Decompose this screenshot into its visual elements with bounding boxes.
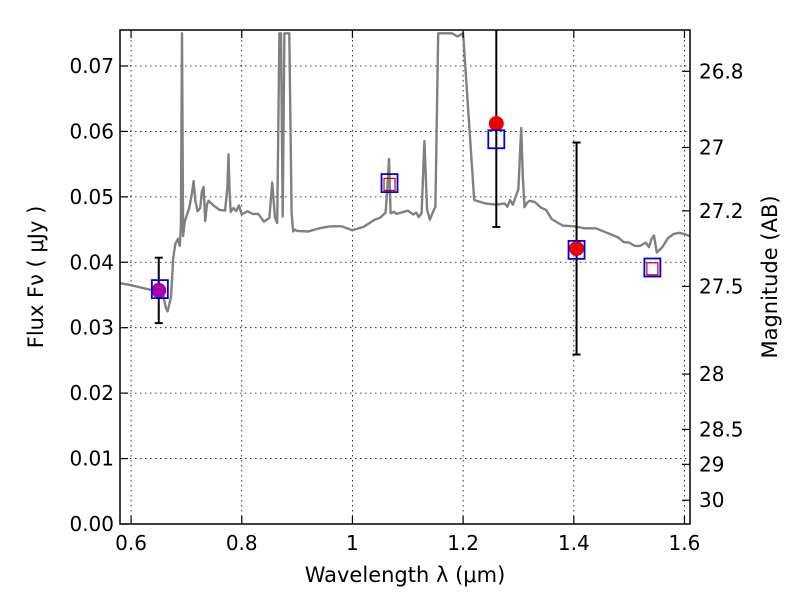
observed-flux-point	[488, 116, 504, 132]
observed-flux-point	[151, 282, 167, 298]
y-axis-right-magnitude: 26.8 27 27.2 27.5 28 28.5 29 30	[682, 59, 744, 512]
model-photometry-square	[487, 129, 506, 150]
synthetic-photometry-squares	[383, 177, 659, 276]
synthetic-photometry-square	[383, 177, 396, 192]
magnitude-tick-label: 30	[699, 488, 724, 512]
model-photometry-square	[643, 257, 662, 278]
x-tick-label: 1.6	[669, 531, 701, 555]
y-axis-left: 0.00 0.01 0.02 0.03 0.04 0.05 0.06 0.07	[69, 54, 128, 536]
x-tick-label: 1	[346, 531, 359, 555]
x-tick-label: 1.4	[558, 531, 590, 555]
model-photometry-squares	[150, 129, 662, 300]
x-tick-label: 0.6	[115, 531, 147, 555]
x-tick-label: 0.8	[226, 531, 258, 555]
model-photometry-square	[567, 239, 586, 260]
y-tick-label: 0.02	[69, 381, 114, 405]
magnitude-tick-label: 27	[699, 135, 724, 159]
model-photometry-square	[150, 279, 169, 300]
x-tick-label: 1.2	[447, 531, 479, 555]
magnitude-tick-label: 27.5	[699, 274, 744, 298]
y-tick-label: 0.06	[69, 119, 114, 143]
magnitude-tick-label: 27.2	[699, 199, 744, 223]
observed-flux-points	[151, 116, 585, 298]
y-tick-label: 0.01	[69, 447, 114, 471]
x-axis-title: Wavelength λ (μm)	[305, 563, 506, 587]
y-axis-title: Flux Fν ( μJy )	[24, 206, 48, 349]
model-photometry-square	[380, 173, 399, 194]
x-axis: 0.6 0.8 1 1.2 1.4 1.6	[115, 30, 700, 555]
plot-area	[120, 30, 690, 356]
plot-frame	[119, 29, 691, 525]
y-tick-label: 0.05	[69, 185, 114, 209]
observed-flux-point	[569, 241, 585, 257]
model-spectrum-line	[120, 32, 690, 313]
magnitude-tick-label: 28	[699, 362, 724, 386]
y-axis-right-title: Magnitude (AB)	[758, 195, 782, 358]
magnitude-tick-label: 29	[699, 452, 724, 476]
y-tick-label: 0.00	[69, 512, 114, 536]
y-tick-label: 0.04	[69, 250, 114, 274]
y-tick-label: 0.03	[69, 316, 114, 340]
y-tick-label: 0.07	[69, 54, 114, 78]
magnitude-tick-label: 28.5	[699, 417, 744, 441]
magnitude-tick-label: 26.8	[699, 59, 744, 83]
synthetic-photometry-square	[646, 262, 659, 276]
